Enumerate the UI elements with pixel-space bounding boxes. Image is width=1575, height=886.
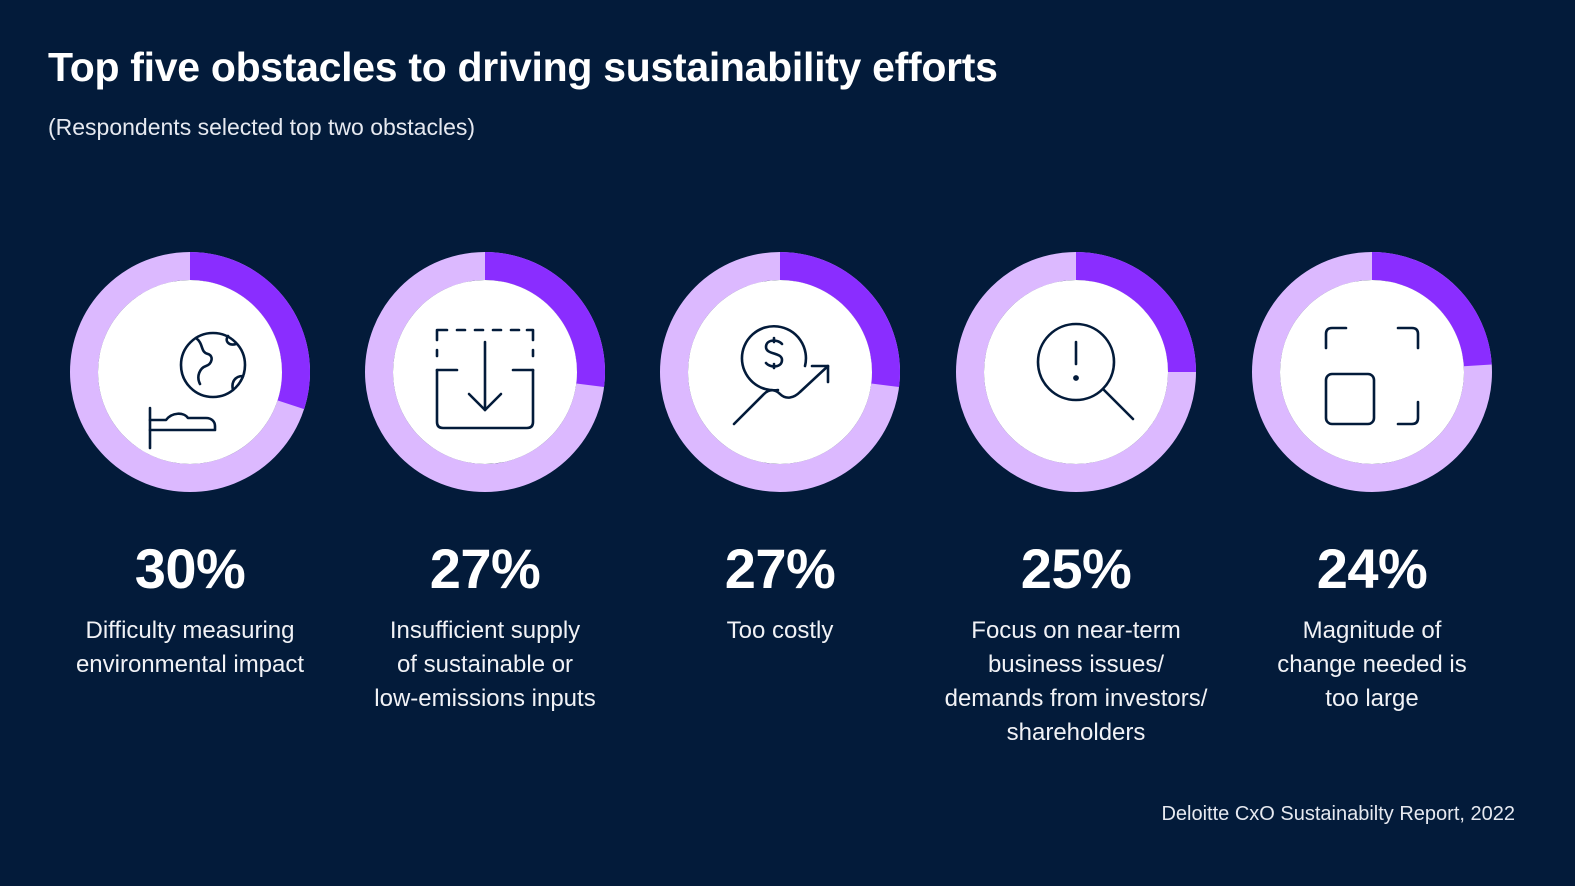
category-label: Magnitude of change needed is too large — [1222, 614, 1522, 716]
page-subtitle: (Respondents selected top two obstacles) — [48, 114, 476, 140]
alert-magnifier-icon — [996, 292, 1156, 452]
donut-chart — [70, 252, 310, 492]
label-line: Insufficient supply — [389, 617, 581, 644]
page-title: Top five obstacles to driving sustainabi… — [48, 44, 998, 90]
hand-holding-globe-icon — [110, 292, 270, 452]
donut-chart — [956, 252, 1196, 492]
label-line: demands from investors/ — [944, 685, 1208, 712]
donut-value-arc — [189, 252, 310, 410]
value-label: 27% — [724, 537, 836, 600]
category-label: Difficulty measuring environmental impac… — [40, 614, 340, 682]
donut-value-arc — [484, 252, 605, 388]
label-line: Focus on near-term — [971, 617, 1181, 644]
label-line: shareholders — [1006, 719, 1146, 746]
donut-center — [984, 280, 1168, 464]
category-label: Insufficient supply of sustainable or lo… — [335, 614, 635, 716]
label-line: change needed is — [1277, 651, 1467, 678]
donut-chart — [660, 252, 900, 492]
donut-center — [688, 280, 872, 464]
scale-up-frame-icon — [1292, 292, 1452, 452]
value-label: 30% — [134, 537, 246, 600]
label-line: Magnitude of — [1302, 617, 1442, 644]
value-label: 27% — [429, 537, 541, 600]
donut-chart — [365, 252, 605, 492]
donut-value-arc — [1075, 252, 1196, 373]
donut-center — [98, 280, 282, 464]
category-label: Focus on near-term business issues/ dema… — [926, 614, 1226, 750]
label-line: too large — [1325, 685, 1419, 712]
label-line: low-emissions inputs — [374, 685, 596, 712]
donut-value-arc — [779, 252, 900, 388]
download-inbox-icon — [405, 292, 565, 452]
label-line: business issues/ — [987, 651, 1165, 678]
donut-value-arc — [1371, 252, 1492, 367]
label-line: Difficulty measuring — [85, 617, 295, 644]
dollar-rising-chart-icon — [700, 292, 860, 452]
label-line: environmental impact — [75, 651, 305, 678]
value-label: 25% — [1020, 537, 1132, 600]
label-line: of sustainable or — [396, 651, 574, 678]
source-note: Deloitte CxO Sustainabilty Report, 2022 — [1161, 803, 1515, 825]
label-line: Too costly — [726, 617, 834, 644]
value-label: 24% — [1316, 537, 1428, 600]
category-label: Too costly — [630, 614, 930, 648]
